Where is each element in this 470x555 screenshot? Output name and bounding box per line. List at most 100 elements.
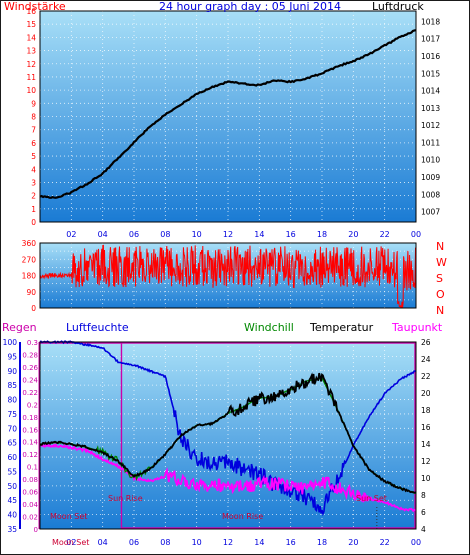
temperature-series-line <box>39 372 417 494</box>
dewpoint-axis-title: Taupunkt <box>391 321 443 334</box>
time-tick-label-bottom: 18 <box>317 538 327 547</box>
humidity-tick-label: 60 <box>7 453 17 462</box>
wind-tick-label: 5 <box>31 152 36 161</box>
humidity-tick-label: 45 <box>7 496 17 505</box>
wind-tick-label: 9 <box>31 99 36 108</box>
time-tick-label-bottom: 20 <box>348 538 358 547</box>
time-tick-label: 20 <box>348 230 358 239</box>
rain-tick-label: 0.2 <box>27 401 38 409</box>
event-moon-set-1: Moon Set <box>50 512 87 521</box>
pressure-tick-label: 1013 <box>421 104 440 113</box>
temperature-tick-label: 18 <box>421 406 431 415</box>
rain-tick-label: 0.22 <box>22 389 38 397</box>
wind-tick-label: 1 <box>31 205 36 214</box>
pressure-tick-label: 1017 <box>421 35 440 44</box>
humidity-tick-label: 85 <box>7 381 17 390</box>
rain-tick-label: 0.18 <box>22 414 38 422</box>
rain-tick-label: 0 <box>34 526 38 534</box>
pressure-series-line <box>39 29 417 199</box>
temperature-tick-label: 4 <box>421 525 426 534</box>
humidity-tick-label: 70 <box>7 424 17 433</box>
humidity-tick-label: 35 <box>7 525 17 534</box>
pressure-tick-label: 1012 <box>421 121 440 130</box>
temperature-tick-label: 16 <box>421 423 431 432</box>
compass-label: O <box>436 288 445 301</box>
time-tick-label: 12 <box>223 230 233 239</box>
pressure-tick-label: 1018 <box>421 17 440 26</box>
rain-tick-label: 0.12 <box>22 451 38 459</box>
wind-tick-label: 4 <box>31 165 36 174</box>
temperature-tick-label: 22 <box>421 372 431 381</box>
temperature-tick-label: 26 <box>421 338 431 347</box>
humidity-tick-label: 80 <box>7 396 17 405</box>
humidity-tick-label: 100 <box>3 338 18 347</box>
rain-tick-label: 0.3 <box>27 339 38 347</box>
wind-tick-label: 14 <box>26 33 36 42</box>
direction-tick-label: 180 <box>22 272 37 281</box>
compass-label: W <box>436 256 447 269</box>
time-tick-label-bottom: 08 <box>160 538 170 547</box>
time-tick-label: 04 <box>98 230 108 239</box>
time-tick-label: 22 <box>380 230 390 239</box>
pressure-tick-label: 1009 <box>421 173 440 182</box>
direction-tick-label: 270 <box>22 255 37 264</box>
time-tick-label: 10 <box>192 230 202 239</box>
time-tick-label: 16 <box>286 230 296 239</box>
temperature-tick-label: 20 <box>421 389 431 398</box>
humidity-tick-label: 75 <box>7 410 17 419</box>
event-sun-set: Sun Set <box>356 494 387 503</box>
wind-tick-label: 16 <box>26 7 36 16</box>
wind-tick-label: 13 <box>26 47 36 56</box>
wind-tick-label: 6 <box>31 139 36 148</box>
chart-title: 24 hour graph day : 05 Juni 2014 <box>159 0 341 13</box>
rain-tick-label: 0.06 <box>22 489 38 497</box>
time-tick-label-bottom: 10 <box>192 538 202 547</box>
time-tick-label: 18 <box>317 230 327 239</box>
windchill-axis-title: Windchill <box>244 321 294 334</box>
rain-tick-label: 0.02 <box>22 514 38 522</box>
time-tick-label-bottom: 00 <box>411 538 421 547</box>
compass-label: N <box>436 304 444 317</box>
pressure-tick-label: 1011 <box>421 138 440 147</box>
pressure-tick-label: 1014 <box>421 87 440 96</box>
direction-tick-label: 0 <box>31 304 36 313</box>
rain-tick-label: 0.14 <box>22 439 38 447</box>
compass-label: N <box>436 240 444 253</box>
humidity-tick-label: 65 <box>7 439 17 448</box>
pressure-tick-label: 1016 <box>421 52 440 61</box>
time-tick-label-bottom: 16 <box>286 538 296 547</box>
wind-tick-label: 11 <box>26 73 36 82</box>
wind-axis-title: Windstärke <box>4 0 66 13</box>
time-tick-label-bottom: 22 <box>380 538 390 547</box>
wind-tick-label: 3 <box>31 178 36 187</box>
wind-tick-label: 10 <box>26 86 36 95</box>
rain-tick-label: 0.04 <box>22 501 38 509</box>
dewpoint-series-line <box>39 442 417 513</box>
pressure-axis-title: Luftdruck <box>372 0 424 13</box>
humidity-tick-label: 50 <box>7 482 17 491</box>
time-tick-label: 00 <box>411 230 421 239</box>
pressure-tick-label: 1008 <box>421 190 440 199</box>
daylight-marker <box>120 342 416 529</box>
rain-tick-label: 0.08 <box>22 476 38 484</box>
wind-direction-series-line <box>39 244 417 309</box>
temperature-axis-title: Temperatur <box>309 321 374 334</box>
temperature-tick-label: 8 <box>421 491 426 500</box>
temperature-tick-label: 24 <box>421 355 431 364</box>
rain-tick-label: 0.1 <box>27 464 38 472</box>
wind-tick-label: 15 <box>26 20 36 29</box>
time-tick-label-bottom: 04 <box>98 538 108 547</box>
time-tick-label: 06 <box>129 230 139 239</box>
rain-tick-label: 0.16 <box>22 426 38 434</box>
time-tick-label-bottom: 14 <box>254 538 264 547</box>
direction-tick-label: 360 <box>22 239 37 248</box>
wind-tick-label: 7 <box>31 126 36 135</box>
humidity-axis-title: Luftfeuchte <box>66 321 129 334</box>
time-tick-label: 14 <box>254 230 264 239</box>
wind-tick-label: 8 <box>31 113 36 122</box>
wind-tick-label: 2 <box>31 192 36 201</box>
rain-axis-title: Regen <box>2 321 37 334</box>
event-moon-rise: Moon Rise <box>222 512 263 521</box>
time-tick-label-bottom: 02 <box>66 538 76 547</box>
